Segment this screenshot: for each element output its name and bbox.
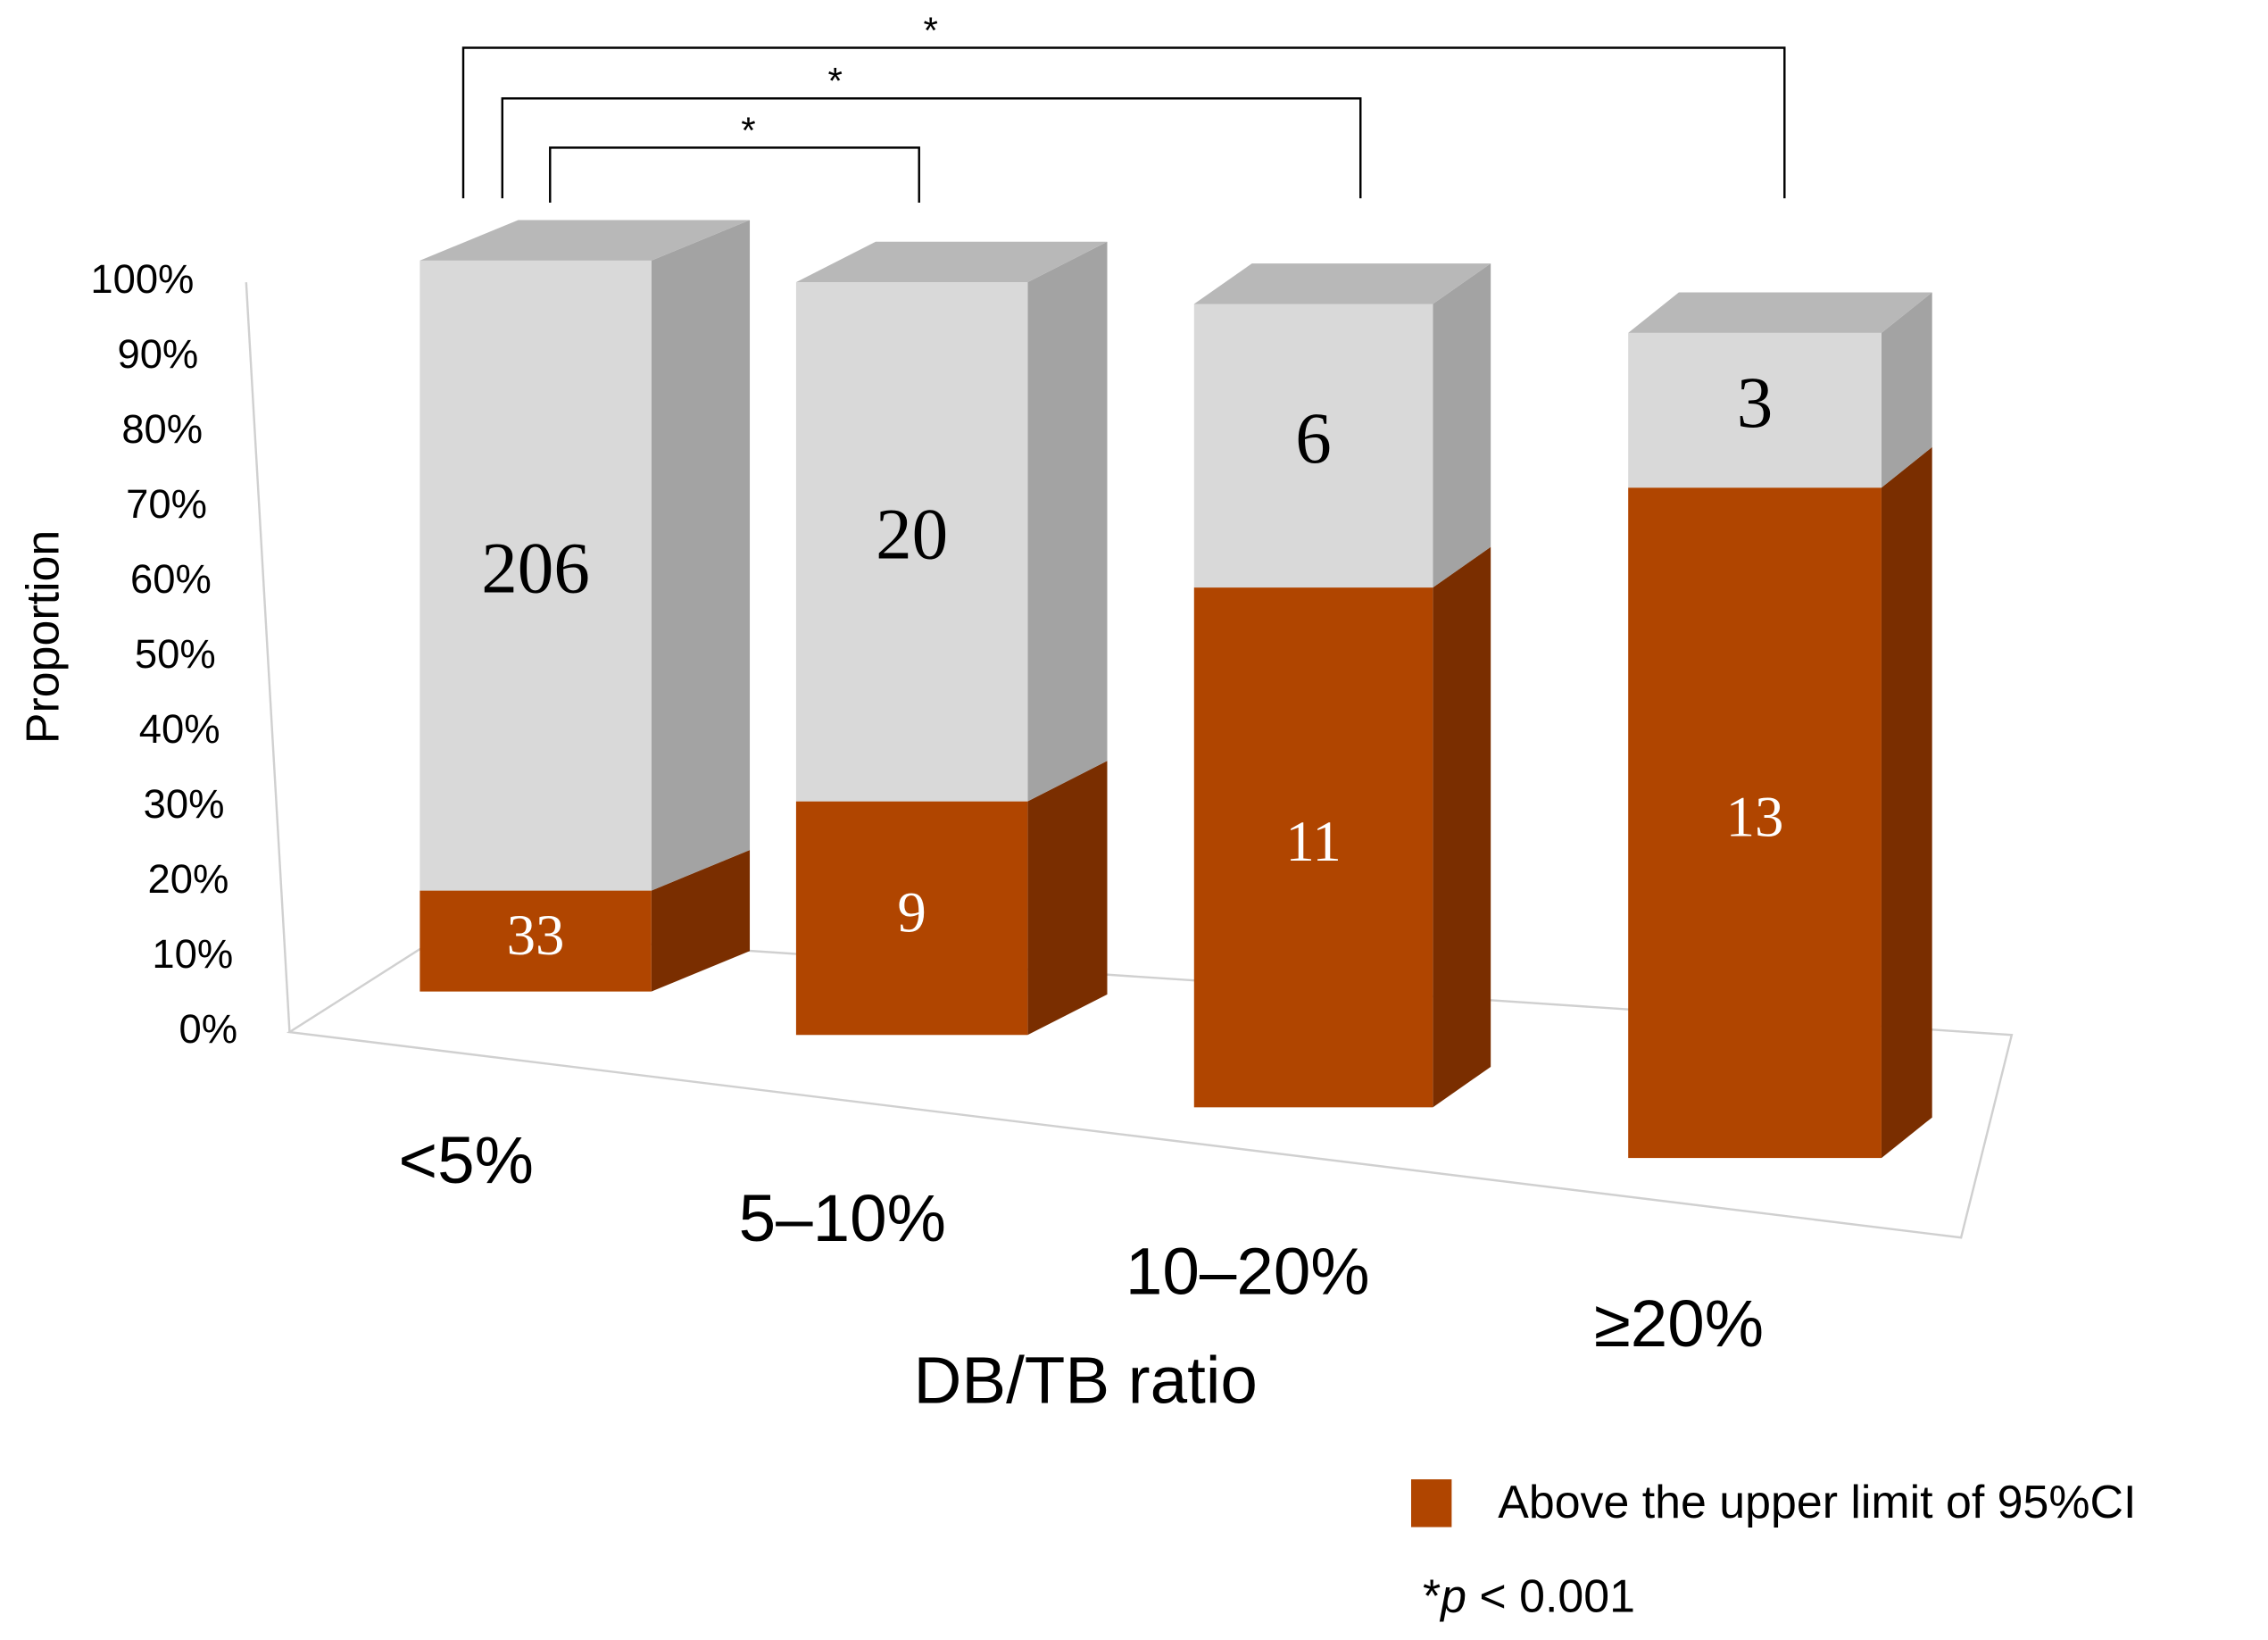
bar-segment	[420, 890, 652, 992]
data-label: 11	[1285, 810, 1341, 874]
y-axis-title: Proportion	[17, 530, 69, 744]
bar-side	[1881, 446, 1932, 1159]
x-axis-title: DB/TB ratio	[913, 1342, 1257, 1417]
significance-bracket	[549, 146, 920, 203]
data-label: 9	[897, 880, 926, 945]
y-tick-label: 90%	[117, 331, 198, 377]
y-tick-label: 20%	[148, 856, 229, 902]
data-label: 3	[1737, 362, 1774, 443]
y-tick-label: 30%	[144, 781, 225, 827]
y-tick-label: 100%	[90, 256, 194, 302]
y-tick-label: 80%	[121, 406, 203, 452]
bar-segment	[1193, 304, 1433, 588]
bar-segment	[1628, 487, 1882, 1159]
x-tick-label: 10–20%	[1126, 1234, 1370, 1309]
significance-star: *	[741, 109, 755, 151]
footnote-part: p	[1439, 1569, 1466, 1621]
bar-top	[795, 241, 1108, 283]
data-label: 206	[481, 528, 590, 608]
bar-side	[1027, 761, 1108, 1036]
y-axis-wall	[245, 282, 291, 1033]
footnote: *p < 0.001	[1423, 1569, 1635, 1621]
data-label: 13	[1726, 786, 1784, 850]
x-tick-label: ≥20%	[1594, 1286, 1764, 1361]
bar-segment	[1193, 587, 1433, 1108]
bar-side	[651, 220, 751, 891]
bar-segment	[1628, 332, 1882, 488]
bar-segment	[795, 282, 1028, 802]
y-tick-label: 70%	[126, 481, 207, 527]
bar-top	[420, 220, 751, 261]
floor	[286, 929, 2014, 1239]
significance-star: *	[923, 9, 937, 51]
bar-side	[1027, 241, 1108, 802]
data-label: 6	[1295, 398, 1332, 479]
footnote-part: < 0.001	[1466, 1569, 1635, 1621]
y-tick-label: 50%	[135, 631, 216, 677]
bar-side	[1433, 263, 1491, 588]
bar-side	[651, 850, 751, 992]
data-label: 20	[876, 495, 948, 575]
bar-side	[1881, 292, 1932, 488]
significance-bracket	[461, 46, 1786, 199]
significance-bracket	[501, 97, 1362, 199]
bar-top	[1193, 263, 1491, 304]
bar-side	[1433, 546, 1491, 1108]
bar-top	[1628, 292, 1932, 333]
legend-label: Above the upper limit of 95%CI	[1498, 1476, 2136, 1528]
y-tick-label: 0%	[179, 1006, 237, 1052]
bar-segment	[420, 260, 652, 891]
significance-star: *	[827, 60, 842, 102]
legend-swatch	[1410, 1479, 1452, 1528]
y-tick-label: 10%	[152, 931, 233, 977]
y-tick-label: 40%	[139, 706, 220, 752]
bar-segment	[795, 801, 1028, 1036]
x-tick-label: 5–10%	[739, 1180, 946, 1255]
footnote-part: *	[1423, 1569, 1441, 1621]
y-tick-label: 60%	[130, 556, 212, 602]
data-label: 33	[507, 903, 565, 968]
x-tick-label: <5%	[399, 1122, 534, 1197]
